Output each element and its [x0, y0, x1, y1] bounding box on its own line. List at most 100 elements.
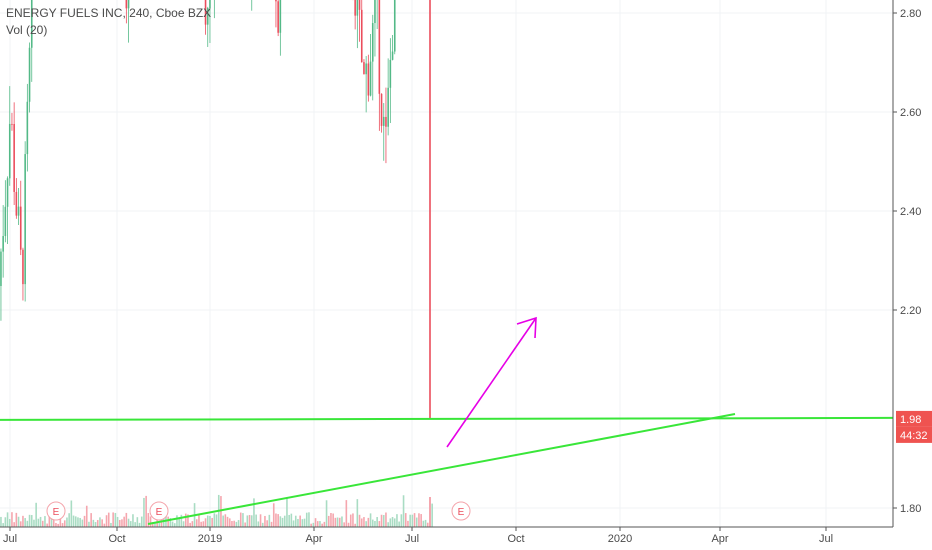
- volume-bar: [70, 500, 73, 527]
- candle-body: [365, 63, 367, 75]
- volume-bar: [413, 513, 416, 527]
- volume-bar: [57, 523, 59, 527]
- volume-bar: [264, 515, 266, 527]
- volume-bar: [173, 523, 176, 527]
- volume-bar: [277, 514, 279, 527]
- volume-bar: [13, 522, 15, 527]
- candle-body: [6, 178, 9, 207]
- candle-body: [393, 0, 396, 52]
- volume-bar: [380, 514, 383, 527]
- candle-body: [371, 23, 374, 62]
- volume-bar: [400, 514, 403, 527]
- earnings-marker[interactable]: [46, 501, 66, 521]
- candle-body: [11, 123, 13, 125]
- x-tick-label: Apr: [711, 533, 728, 545]
- x-tick-label: Apr: [305, 533, 322, 545]
- volume-bar: [330, 513, 332, 527]
- volume-bar: [248, 514, 251, 527]
- volume-bar: [365, 521, 367, 527]
- candle-body: [369, 61, 372, 96]
- drawings[interactable]: [0, 316, 894, 525]
- volume-bar: [411, 514, 414, 527]
- candle-body: [382, 116, 385, 126]
- volume-bar: [327, 515, 330, 527]
- chart-title[interactable]: ENERGY FUELS INC, 240, Cboe BZX: [6, 6, 212, 20]
- volume-bar: [198, 515, 200, 527]
- volume-indicator-label[interactable]: Vol (20): [6, 23, 48, 37]
- candle-body: [378, 0, 381, 94]
- plot-background: [0, 0, 893, 527]
- candle-body: [358, 0, 361, 10]
- volume-bar: [6, 512, 9, 527]
- volume-bar: [294, 515, 297, 527]
- candle-body: [4, 206, 7, 237]
- candle-body: [279, 0, 282, 33]
- volume-bar: [15, 512, 18, 527]
- volume-bar: [154, 522, 156, 527]
- volume-bar: [72, 515, 75, 527]
- earnings-marker[interactable]: [451, 501, 471, 521]
- volume-bar: [66, 517, 68, 527]
- volume-bar: [68, 513, 70, 527]
- trend-line[interactable]: [147, 413, 736, 525]
- volume-bar: [2, 523, 4, 527]
- candle-body: [275, 0, 277, 2]
- arrow-shaft[interactable]: [446, 317, 537, 448]
- volume-bar: [246, 515, 249, 527]
- last-price-badge[interactable]: [896, 410, 932, 427]
- volume-bar: [4, 517, 7, 527]
- volume-bar: [297, 518, 299, 527]
- volume-bar: [147, 513, 150, 527]
- volume-bar: [209, 516, 211, 527]
- volume-bar: [138, 522, 141, 527]
- volume-bar: [268, 514, 271, 527]
- volume-bar: [358, 514, 361, 527]
- candles[interactable]: [0, 0, 433, 419]
- x-tick-label: Jul: [405, 533, 419, 545]
- volume-bar: [127, 518, 130, 527]
- horizontal-support-line[interactable]: [0, 416, 894, 421]
- volume-bar: [107, 512, 110, 527]
- volume-bar: [149, 516, 152, 527]
- volume-bar: [349, 514, 352, 527]
- earnings-marker-label: E: [458, 507, 465, 518]
- volume-bar: [162, 518, 165, 527]
- countdown-badge: [896, 426, 932, 443]
- candle-body: [363, 62, 365, 75]
- arrow-head[interactable]: [516, 316, 537, 339]
- candle-body: [360, 9, 363, 63]
- volume-bar: [182, 521, 185, 527]
- volume-bar: [22, 515, 24, 527]
- volume-bar: [206, 515, 209, 527]
- volume-bar: [226, 516, 229, 527]
- volume-bar: [125, 512, 128, 527]
- volume-bar: [396, 514, 398, 527]
- candle-body: [28, 47, 31, 102]
- volume-bar: [231, 520, 233, 527]
- earnings-marker[interactable]: [149, 501, 169, 521]
- volume-bar: [402, 495, 405, 527]
- volume-bar: [85, 505, 88, 527]
- volume-bar: [242, 513, 244, 527]
- candle-body: [204, 0, 207, 25]
- volume-bar: [17, 516, 20, 527]
- volume-bar: [261, 522, 264, 527]
- volume-bar: [321, 523, 323, 527]
- candle-body: [387, 87, 389, 127]
- volume-bar: [409, 514, 411, 527]
- candle-body: [391, 51, 394, 60]
- candle-body: [22, 249, 24, 285]
- volume-bar: [187, 514, 189, 527]
- volume-bar: [83, 515, 86, 527]
- volume-bar: [259, 514, 262, 527]
- candle-body: [2, 236, 4, 252]
- volume-bar: [24, 518, 26, 527]
- candle-body: [17, 206, 20, 216]
- volume-bar: [341, 516, 343, 527]
- candle-body: [24, 154, 26, 285]
- volume-bar: [292, 520, 295, 527]
- candle-body: [389, 59, 392, 88]
- last-price-label: 1.98: [900, 414, 921, 426]
